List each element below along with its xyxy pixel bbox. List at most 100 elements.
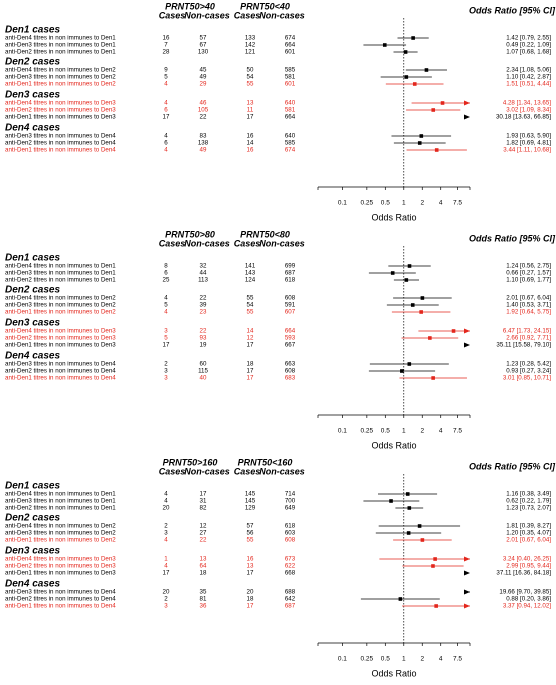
row-label: anti-Den4 titres in non immunes to Den1: [5, 491, 116, 498]
column-header: PRNT50>40: [165, 1, 215, 11]
count: 81: [200, 596, 207, 603]
x-tick-label: 0.5: [381, 200, 390, 207]
count: 1: [164, 556, 168, 563]
estimate-header: Odds Ratio [95% CI]: [469, 5, 556, 15]
row-label: anti-Den2 titres in non immunes to Den3: [5, 335, 116, 342]
count: 93: [200, 335, 207, 342]
x-tick-label: 0.25: [361, 200, 374, 207]
count: 14: [247, 140, 254, 147]
column-subheader: Non-cases: [259, 238, 305, 248]
row-label: anti-Den3 titres in non immunes to Den2: [5, 302, 116, 309]
estimate-label: 0.49 [0.22, 1.09]: [506, 42, 551, 49]
count: 18: [247, 596, 254, 603]
point-estimate: [410, 303, 415, 307]
count: 714: [285, 491, 296, 498]
group-title: Den2 cases: [5, 513, 60, 524]
estimate-label: 1.16 [0.38, 3.49]: [506, 491, 551, 498]
estimate-label: 3.01 [0.85, 10.71]: [503, 375, 551, 382]
count: 585: [285, 67, 296, 74]
estimate-label: 0.88 [0.20, 3.86]: [506, 596, 551, 603]
column-subheader: Cases: [234, 466, 261, 476]
count: 28: [163, 49, 170, 56]
row-label: anti-Den1 titres in non immunes to Den2: [5, 309, 116, 316]
count: 67: [200, 42, 207, 49]
plot-area: [363, 36, 470, 152]
column-subheader: Non-cases: [184, 10, 230, 20]
estimate-label: 2.01 [0.67, 6.04]: [506, 295, 551, 302]
row-label: anti-Den1 titres in non immunes to Den3: [5, 114, 116, 121]
point-estimate: [404, 278, 409, 282]
count: 138: [198, 140, 209, 147]
group-title: Den2 cases: [5, 57, 60, 68]
row-label: anti-Den3 titres in non immunes to Den1: [5, 498, 116, 505]
count: 4: [164, 563, 168, 570]
count: 699: [285, 263, 296, 270]
x-tick-label: 0.5: [381, 656, 390, 663]
count: 601: [285, 81, 296, 88]
row-label: anti-Den1 titres in non immunes to Den4: [5, 375, 116, 382]
row-label: anti-Den3 titres in non immunes to Den2: [5, 74, 116, 81]
count: 18: [247, 361, 254, 368]
row-label: anti-Den1 titres in non immunes to Den4: [5, 603, 116, 610]
count: 55: [247, 309, 254, 316]
x-tick-label: 4: [439, 656, 443, 663]
count: 22: [200, 537, 207, 544]
point-estimate: [431, 108, 436, 112]
row-label: anti-Den4 titres in non immunes to Den2: [5, 295, 116, 302]
count: 45: [200, 67, 207, 74]
estimate-label: 3.44 [1.11, 10.68]: [503, 147, 551, 154]
point-estimate: [419, 310, 423, 314]
count: 54: [247, 74, 254, 81]
column-subheader: Cases: [234, 238, 261, 248]
count: 664: [285, 328, 296, 335]
count: 113: [198, 277, 208, 284]
count: 17: [247, 114, 254, 121]
group-title: Den1 cases: [5, 481, 60, 492]
point-estimate: [431, 564, 435, 568]
count: 17: [163, 114, 170, 121]
count: 17: [247, 342, 254, 349]
row-label: anti-Den3 titres in non immunes to Den1: [5, 270, 116, 277]
row-label: anti-Den3 titres in non immunes to Den4: [5, 133, 116, 140]
x-tick-label: 2: [420, 200, 424, 207]
estimate-label: 1.23 [0.28, 5.42]: [506, 361, 551, 368]
count: 142: [245, 42, 256, 49]
row-label: anti-Den2 titres in non immunes to Den3: [5, 563, 116, 570]
estimate-label: 35.11 [15.58, 79.10]: [496, 342, 551, 349]
point-estimate: [434, 148, 439, 152]
count: 40: [200, 375, 207, 382]
count: 57: [247, 523, 254, 530]
count: 618: [285, 277, 296, 284]
point-estimate: [382, 43, 387, 47]
count: 17: [247, 603, 254, 610]
count: 4: [164, 147, 168, 154]
count: 14: [247, 328, 254, 335]
estimate-label: 1.07 [0.68, 1.68]: [506, 49, 551, 56]
count: 115: [198, 368, 208, 375]
row-label: anti-Den2 titres in non immunes to Den4: [5, 368, 116, 375]
point-estimate: [390, 271, 395, 275]
count: 17: [247, 368, 254, 375]
row-label: anti-Den2 titres in non immunes to Den1: [5, 49, 116, 56]
ci-arrow: [464, 100, 470, 106]
row-label: anti-Den1 titres in non immunes to Den3: [5, 570, 116, 577]
count: 17: [247, 375, 254, 382]
estimate-label: 19.66 [9.70, 39.85]: [499, 589, 551, 596]
column-header: PRNT50<80: [240, 229, 290, 239]
row-label: anti-Den1 titres in non immunes to Den4: [5, 147, 116, 154]
estimate-label: 2.66 [0.92, 7.71]: [506, 335, 551, 342]
group-title: Den3 cases: [5, 90, 60, 101]
estimate-label: 4.28 [1.34, 13.65]: [503, 100, 551, 107]
count: 29: [200, 81, 207, 88]
count: 581: [285, 107, 296, 114]
estimate-label: 6.47 [1.73, 24.15]: [503, 328, 551, 335]
count: 22: [200, 295, 207, 302]
count: 22: [200, 114, 207, 121]
count: 133: [245, 35, 256, 42]
row-label: anti-Den3 titres in non immunes to Den4: [5, 589, 116, 596]
count: 49: [200, 74, 207, 81]
estimate-label: 1.92 [0.64, 5.75]: [506, 309, 551, 316]
count: 618: [285, 523, 296, 530]
